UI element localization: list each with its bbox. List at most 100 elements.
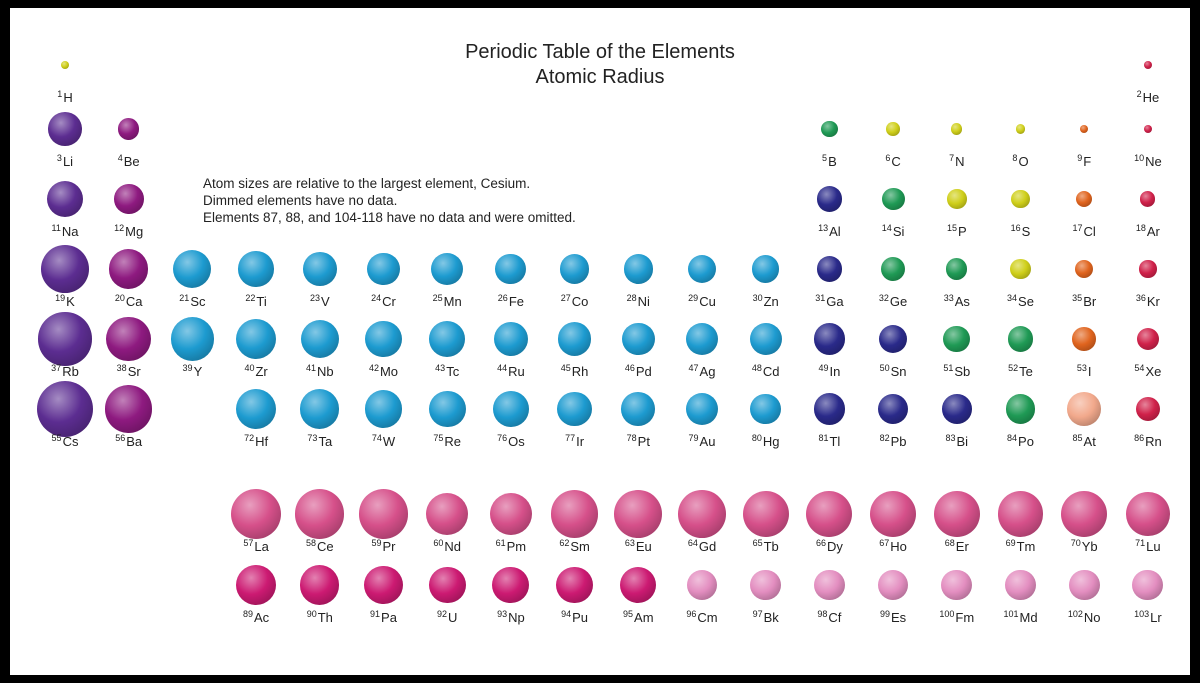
- element-cell-ce: 58Ce: [288, 489, 352, 563]
- element-symbol: Cu: [699, 294, 716, 309]
- element-label: 18Ar: [1116, 223, 1180, 239]
- atomic-number: 10: [1134, 153, 1145, 163]
- atomic-number: 31: [815, 293, 826, 303]
- element-cell-fe: 26Fe: [479, 246, 543, 318]
- element-symbol: Ge: [889, 294, 908, 309]
- element-cell-in: 49In: [797, 316, 861, 388]
- element-cell-nd: 60Nd: [415, 491, 479, 563]
- atom-sphere: [109, 249, 149, 289]
- element-cell-no: 102No: [1052, 562, 1116, 634]
- element-symbol: No: [1083, 610, 1101, 625]
- atomic-number: 81: [818, 433, 829, 443]
- atomic-number: 43: [435, 363, 446, 373]
- element-symbol: Tb: [763, 539, 779, 554]
- element-cell-yb: 70Yb: [1052, 491, 1116, 563]
- element-label: 101Md: [989, 609, 1053, 625]
- atom-sphere: [46, 180, 84, 218]
- element-label: 84Po: [989, 433, 1053, 449]
- element-label: 37Rb: [33, 363, 97, 379]
- element-label: 11Na: [33, 223, 97, 239]
- atom-sphere: [493, 321, 529, 357]
- atom-sphere: [620, 566, 657, 604]
- element-cell-rh: 45Rh: [543, 316, 607, 388]
- element-label: 28Ni: [606, 293, 670, 309]
- atom-sphere: [364, 390, 403, 428]
- atom-sphere: [104, 385, 153, 433]
- element-symbol: Re: [444, 434, 461, 449]
- element-symbol: Cs: [62, 434, 79, 449]
- note-line: Dimmed elements have no data.: [203, 193, 398, 208]
- atomic-number: 58: [305, 538, 316, 548]
- atom-sphere: [1126, 492, 1170, 536]
- atomic-number: 63: [624, 538, 635, 548]
- atom-sphere: [1076, 190, 1093, 208]
- element-symbol: Md: [1019, 610, 1038, 625]
- element-cell-pa: 91Pa: [352, 562, 416, 634]
- element-cell-nb: 41Nb: [288, 316, 352, 388]
- chart-title: Periodic Table of the Elements Atomic Ra…: [0, 40, 1200, 90]
- atom-sphere: [295, 489, 345, 539]
- element-cell-np: 93Np: [479, 562, 543, 634]
- element-cell-u: 92U: [415, 562, 479, 634]
- element-symbol: U: [448, 610, 458, 625]
- element-label: 20Ca: [97, 293, 161, 309]
- element-symbol: La: [254, 539, 269, 554]
- element-symbol: V: [320, 294, 330, 309]
- element-cell-am: 95Am: [606, 562, 670, 634]
- element-cell-mo: 42Mo: [352, 316, 416, 388]
- atom-sphere: [749, 323, 782, 355]
- element-label: 27Co: [543, 293, 607, 309]
- atom-sphere: [870, 491, 917, 537]
- element-label: 8O: [989, 153, 1053, 169]
- atom-sphere: [230, 488, 282, 540]
- element-symbol: Ba: [126, 434, 143, 449]
- atomic-number: 57: [243, 538, 254, 548]
- element-symbol: Y: [193, 364, 203, 379]
- element-label: 3Li: [33, 153, 97, 169]
- element-symbol: Th: [317, 610, 333, 625]
- atom-sphere: [951, 123, 963, 135]
- atomic-number: 80: [751, 433, 762, 443]
- element-label: 67Ho: [861, 538, 925, 554]
- element-symbol: He: [1142, 90, 1160, 105]
- atomic-number: 23: [309, 293, 320, 303]
- element-label: 19K: [33, 293, 97, 309]
- element-symbol: In: [829, 364, 841, 379]
- element-symbol: Lu: [1146, 539, 1161, 554]
- element-symbol: Mg: [125, 224, 144, 239]
- atom-sphere: [235, 318, 277, 360]
- atom-sphere: [813, 569, 845, 601]
- atom-sphere: [300, 319, 339, 359]
- element-label: 21Sc: [160, 293, 224, 309]
- atom-sphere: [358, 489, 409, 539]
- atomic-number: 39: [182, 363, 193, 373]
- atom-sphere: [623, 254, 653, 284]
- atomic-number: 64: [687, 538, 698, 548]
- atomic-number: 26: [497, 293, 508, 303]
- element-label: 52Te: [989, 363, 1053, 379]
- atomic-number: 62: [559, 538, 570, 548]
- element-label: 51Sb: [925, 363, 989, 379]
- atomic-number: 86: [1134, 433, 1145, 443]
- element-label: 94Pu: [543, 609, 607, 625]
- atom-sphere: [300, 565, 340, 605]
- element-cell-te: 52Te: [989, 316, 1053, 388]
- atomic-number: 9: [1077, 153, 1083, 163]
- atom-sphere: [877, 393, 909, 425]
- atom-sphere: [431, 253, 464, 285]
- element-cell-b: 5B: [797, 106, 861, 178]
- element-cell-ir: 77Ir: [543, 386, 607, 458]
- atom-sphere: [751, 255, 780, 283]
- atomic-number: 74: [371, 433, 382, 443]
- element-cell-w: 74W: [352, 386, 416, 458]
- element-symbol: Sc: [190, 294, 206, 309]
- element-cell-lu: 71Lu: [1116, 491, 1180, 563]
- element-cell-c: 6C: [861, 106, 925, 178]
- atom-sphere: [364, 565, 403, 605]
- atom-sphere: [946, 258, 968, 280]
- atom-sphere: [173, 249, 212, 289]
- element-cell-ne: 10Ne: [1116, 106, 1180, 178]
- element-cell-p: 15P: [925, 176, 989, 248]
- element-symbol: F: [1083, 154, 1092, 169]
- element-label: 81Tl: [797, 433, 861, 449]
